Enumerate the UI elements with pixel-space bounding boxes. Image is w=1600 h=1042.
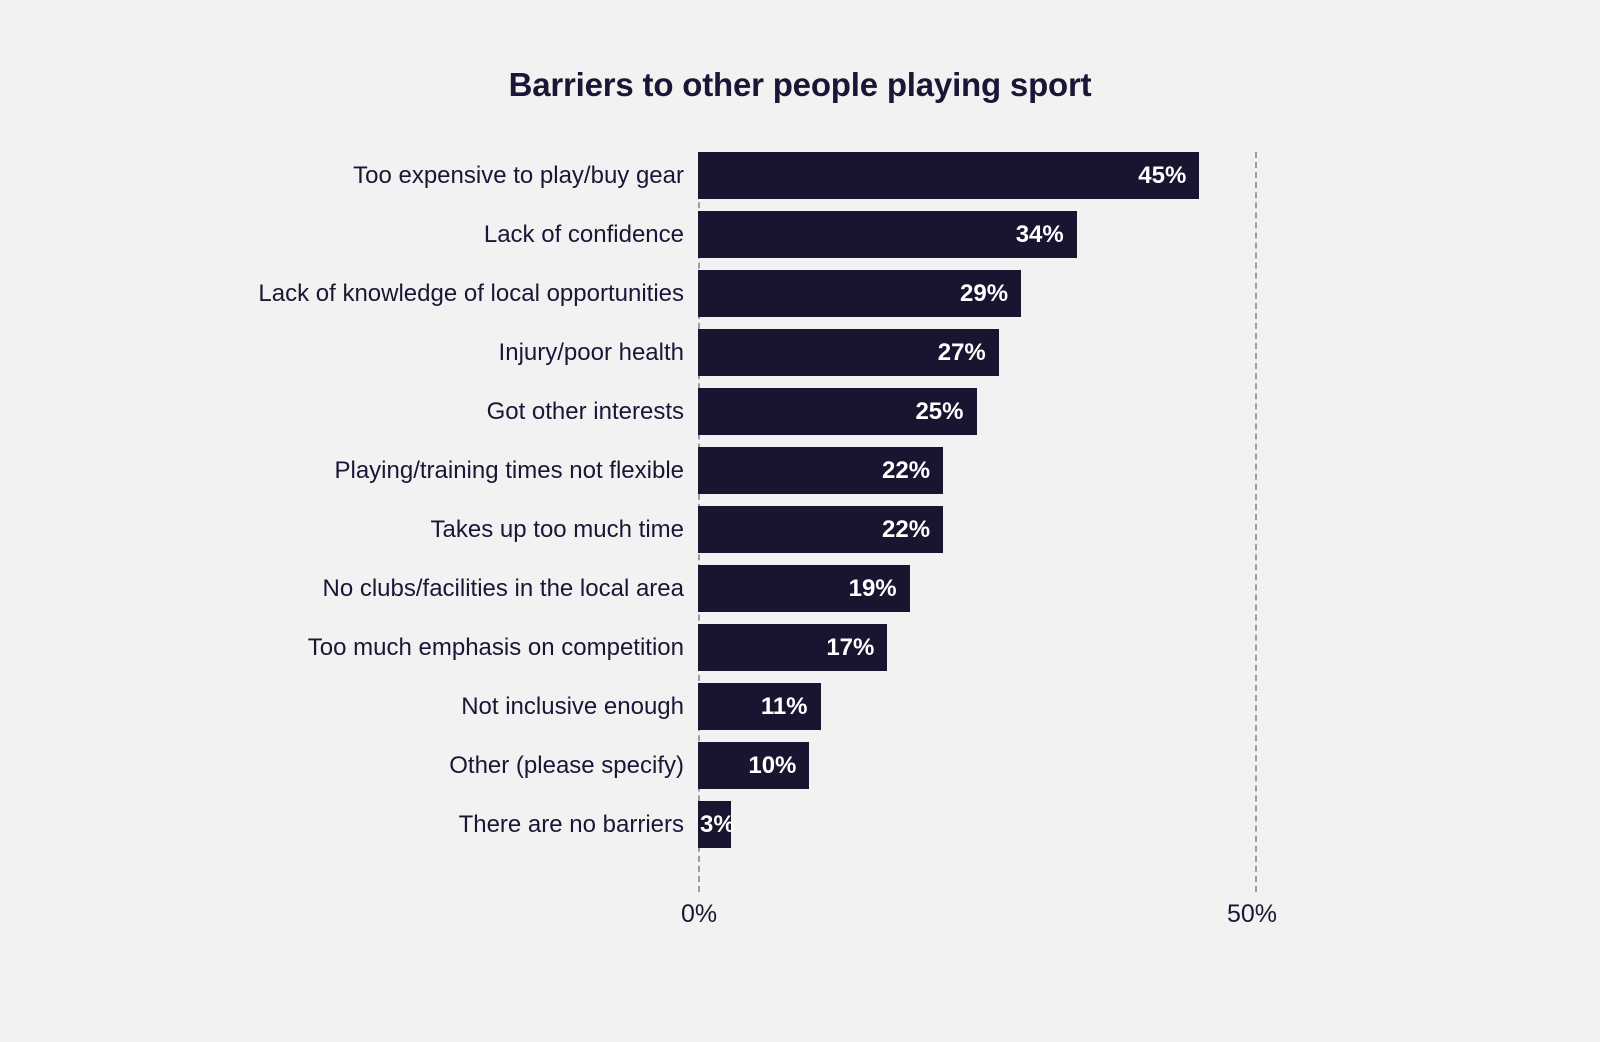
- bar[interactable]: 25%: [698, 388, 977, 435]
- category-label: Takes up too much time: [430, 516, 684, 543]
- bar-rows: Too expensive to play/buy gear 45% Lack of…: [258, 152, 1255, 860]
- category-label: No clubs/facilities in the local area: [322, 575, 684, 602]
- axis-tick-0: 0%: [681, 900, 718, 928]
- bar-row: Got other interests 25%: [487, 388, 1255, 447]
- bar-value-label: 3%: [700, 811, 735, 838]
- bar-row: Takes up too much time 22%: [431, 506, 1255, 565]
- bar-value-label: 34%: [1015, 221, 1064, 248]
- category-label: Too much emphasis on competition: [307, 634, 684, 661]
- bar[interactable]: 19%: [698, 565, 910, 612]
- bar[interactable]: 34%: [698, 211, 1077, 258]
- category-label: Not inclusive enough: [461, 693, 684, 720]
- bar[interactable]: 45%: [698, 152, 1200, 199]
- category-label: Lack of knowledge of local opportunities: [258, 280, 684, 307]
- bar[interactable]: 27%: [698, 329, 999, 376]
- bar[interactable]: 11%: [698, 683, 821, 730]
- bar-value-label: 25%: [915, 398, 964, 425]
- category-label: Other (please specify): [449, 752, 684, 779]
- category-label: Injury/poor health: [498, 339, 684, 366]
- bar-row: Lack of confidence 34%: [484, 211, 1255, 270]
- bar[interactable]: 3%: [698, 801, 735, 848]
- bar-row: Playing/training times not flexible 22%: [334, 447, 1255, 506]
- bar[interactable]: 10%: [698, 742, 810, 789]
- bar-row: Other (please specify) 10%: [449, 742, 1255, 801]
- chart-title: Barriers to other people playing sport: [508, 66, 1092, 103]
- bar-row: There are no barriers 3%: [459, 801, 1255, 860]
- bar-value-label: 45%: [1138, 162, 1187, 189]
- bar-value-label: 19%: [848, 575, 897, 602]
- category-label: Got other interests: [486, 398, 684, 425]
- bar[interactable]: 22%: [698, 447, 944, 494]
- plot-area: Too expensive to play/buy gear 45% Lack of…: [258, 152, 1277, 928]
- bar-value-label: 10%: [748, 752, 797, 779]
- category-label: Playing/training times not flexible: [334, 457, 684, 484]
- category-label: Too expensive to play/buy gear: [353, 162, 684, 189]
- bar-value-label: 22%: [882, 516, 931, 543]
- bar-row: No clubs/facilities in the local area 19%: [322, 565, 1255, 624]
- bar-row: Not inclusive enough 11%: [461, 683, 1255, 742]
- bar[interactable]: 29%: [698, 270, 1022, 317]
- bar-row: Injury/poor health 27%: [499, 329, 1255, 388]
- axis-tick-50: 50%: [1227, 900, 1278, 928]
- bar[interactable]: 17%: [698, 624, 888, 671]
- bar-row: Too expensive to play/buy gear 45%: [353, 152, 1255, 211]
- bar[interactable]: 22%: [698, 506, 944, 553]
- bar-value-label: 22%: [882, 457, 931, 484]
- gridline-50: [1255, 152, 1257, 892]
- bar-row: Too much emphasis on competition 17%: [308, 624, 1255, 683]
- category-label: Lack of confidence: [483, 221, 684, 248]
- bar-value-label: 29%: [960, 280, 1009, 307]
- bar-row: Lack of knowledge of local opportunities…: [258, 270, 1255, 329]
- bar-value-label: 27%: [937, 339, 986, 366]
- bar-value-label: 17%: [826, 634, 875, 661]
- category-label: There are no barriers: [458, 811, 684, 838]
- bar-value-label: 11%: [760, 693, 808, 720]
